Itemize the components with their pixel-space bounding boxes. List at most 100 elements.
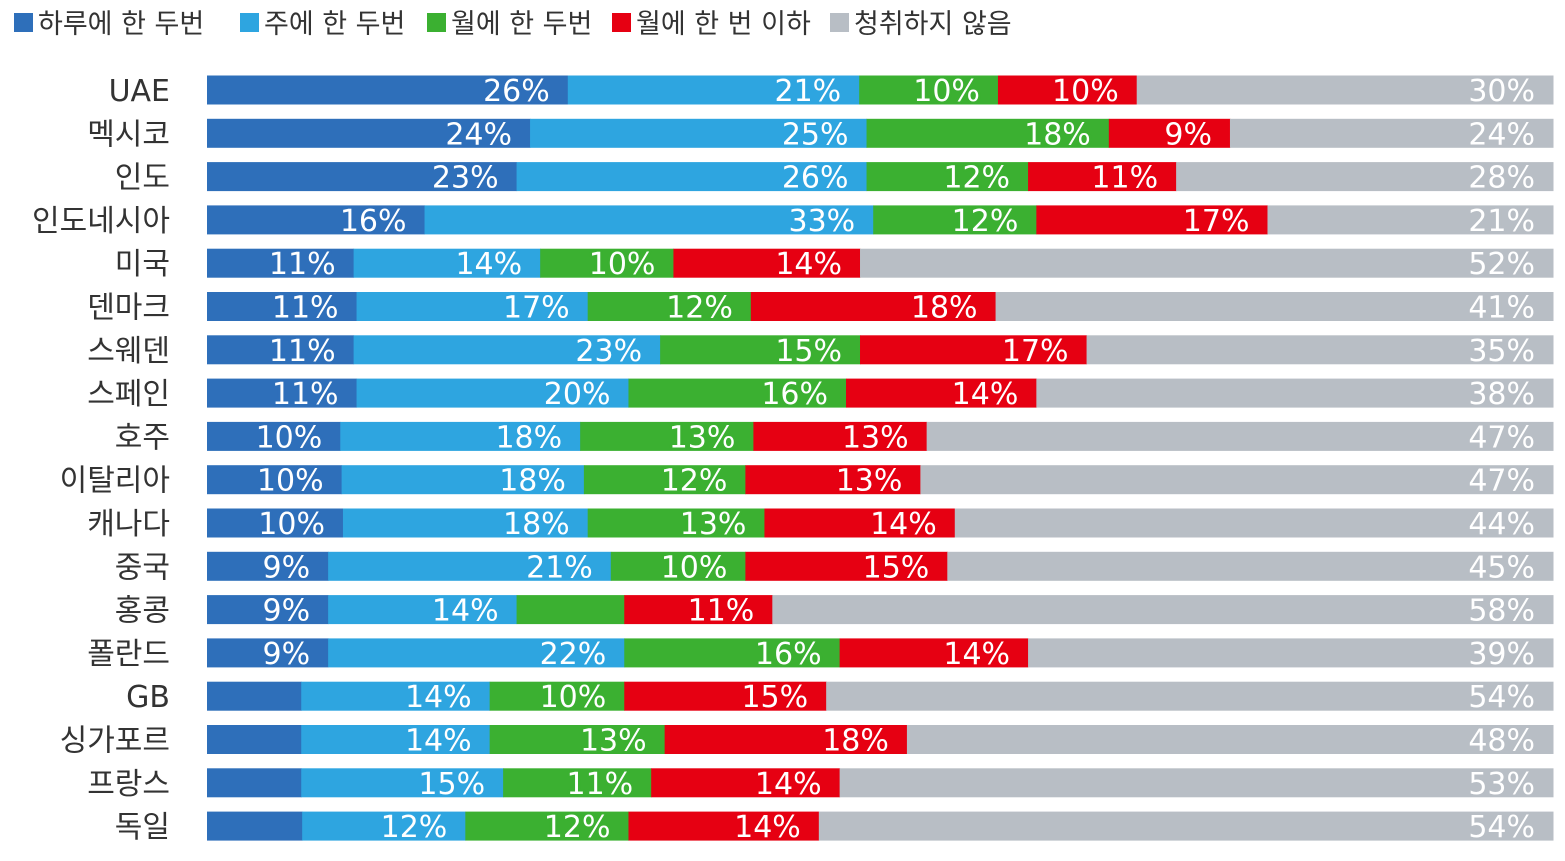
data-label: 12% xyxy=(666,291,733,326)
data-label: 28% xyxy=(1468,161,1535,196)
data-label: 10% xyxy=(913,74,980,109)
data-label: 30% xyxy=(1468,74,1535,109)
bar-segment xyxy=(624,681,827,711)
data-label: 54% xyxy=(1468,680,1535,715)
data-label: 15% xyxy=(863,550,930,585)
bar-segment xyxy=(207,465,343,495)
bar-row: 15% 11% 14% 53% xyxy=(207,764,1554,804)
category-label: 미국 xyxy=(115,247,170,282)
bar-row: 9% 14% 11% 58% xyxy=(207,591,1554,631)
bar-segment xyxy=(207,551,329,581)
bar-segment xyxy=(489,681,625,711)
data-label: 21% xyxy=(774,74,841,109)
data-label: 48% xyxy=(1468,724,1535,759)
data-label: 14% xyxy=(405,724,472,759)
data-label: 39% xyxy=(1468,637,1535,672)
data-label: 14% xyxy=(455,247,522,282)
data-label: 15% xyxy=(775,334,842,369)
bar-segment xyxy=(207,378,358,408)
data-label: 26% xyxy=(782,161,849,196)
bar-segment xyxy=(628,811,820,841)
data-label: 11% xyxy=(566,767,633,802)
data-label: 18% xyxy=(495,420,562,455)
data-label: 14% xyxy=(943,637,1010,672)
bar-segment xyxy=(860,335,1088,365)
bar-segment xyxy=(866,118,1110,148)
bar-segment xyxy=(860,248,1554,278)
data-label: 9% xyxy=(263,637,311,672)
data-label: 22% xyxy=(540,637,607,672)
category-label: 멕시코 xyxy=(87,117,170,152)
bar-segment xyxy=(207,421,341,451)
category-label: 덴마크 xyxy=(87,291,170,326)
bar-segment xyxy=(1028,162,1177,192)
bar-segment xyxy=(954,508,1554,538)
bar-segment xyxy=(207,205,426,235)
bar-row: 14% 10% 15% 54% xyxy=(207,678,1554,718)
bar-segment xyxy=(301,725,491,754)
bar-segment xyxy=(540,248,674,278)
data-label: 13% xyxy=(842,420,909,455)
data-label: 24% xyxy=(1468,117,1535,152)
bar-segment xyxy=(424,205,874,235)
data-label: 21% xyxy=(526,550,593,585)
bar-segment xyxy=(839,768,1554,798)
bar-segment xyxy=(516,595,625,625)
bar-row: 11% 17% 12% 18% 41% xyxy=(207,288,1554,328)
data-label: 47% xyxy=(1468,420,1535,455)
bar-segment xyxy=(207,162,518,192)
data-label: 13% xyxy=(669,420,736,455)
data-label: 52% xyxy=(1468,247,1535,282)
data-label: 45% xyxy=(1468,550,1535,585)
bar-segment xyxy=(826,681,1554,711)
bar-segment xyxy=(1176,162,1554,192)
bar-row: 16% 33% 12% 17% 21% xyxy=(207,201,1554,241)
bar-segment xyxy=(745,551,948,581)
data-label: 16% xyxy=(340,204,407,239)
data-label: 12% xyxy=(943,161,1010,196)
bar-segment xyxy=(301,768,504,798)
bars: 26% 21% 10% 10% 30%24% 25% 18% 9% 24%23% 26% 12% 11… xyxy=(207,72,1554,848)
data-label: 13% xyxy=(580,724,647,759)
bar-segment xyxy=(947,551,1554,581)
data-label: 15% xyxy=(741,680,808,715)
data-label: 18% xyxy=(822,724,889,759)
data-label: 11% xyxy=(272,291,339,326)
bar-segment xyxy=(1028,638,1554,668)
bar-row: 10% 18% 13% 13% 47% xyxy=(207,418,1554,458)
data-label: 9% xyxy=(263,550,311,585)
data-label: 13% xyxy=(680,507,747,542)
bar-segment xyxy=(207,811,303,841)
category-label: 폴란드 xyxy=(87,637,170,672)
bar-segment xyxy=(1229,118,1554,148)
bar-segment xyxy=(764,508,956,538)
bar-segment xyxy=(328,551,612,581)
bar-segment xyxy=(207,681,302,711)
bar-segment xyxy=(664,725,908,754)
data-label: 18% xyxy=(503,507,570,542)
bar-row: 9% 21% 10% 15% 45% xyxy=(207,548,1554,588)
bar-segment xyxy=(207,725,302,754)
bar-segment xyxy=(906,725,1554,754)
bar-segment xyxy=(328,638,625,668)
category-label: 이탈리아 xyxy=(60,464,170,499)
bar-segment xyxy=(341,465,585,495)
legend-swatch xyxy=(240,13,259,32)
category-label: 싱가포르 xyxy=(60,724,170,759)
data-label: 10% xyxy=(589,247,656,282)
bar-segment xyxy=(583,465,746,495)
bar-segment xyxy=(660,335,861,365)
bar-segment xyxy=(873,205,1037,235)
data-label: 14% xyxy=(755,767,822,802)
data-label: 23% xyxy=(575,334,642,369)
data-label: 10% xyxy=(540,680,607,715)
data-label: 10% xyxy=(256,420,323,455)
bar-segment xyxy=(866,162,1029,192)
category-label: 스웨덴 xyxy=(87,334,170,369)
legend-label: 하루에 한 두번 xyxy=(38,9,204,40)
legend-swatch xyxy=(612,13,631,32)
data-label: 14% xyxy=(952,377,1019,412)
data-label: 47% xyxy=(1468,464,1535,499)
data-label: 10% xyxy=(258,507,325,542)
